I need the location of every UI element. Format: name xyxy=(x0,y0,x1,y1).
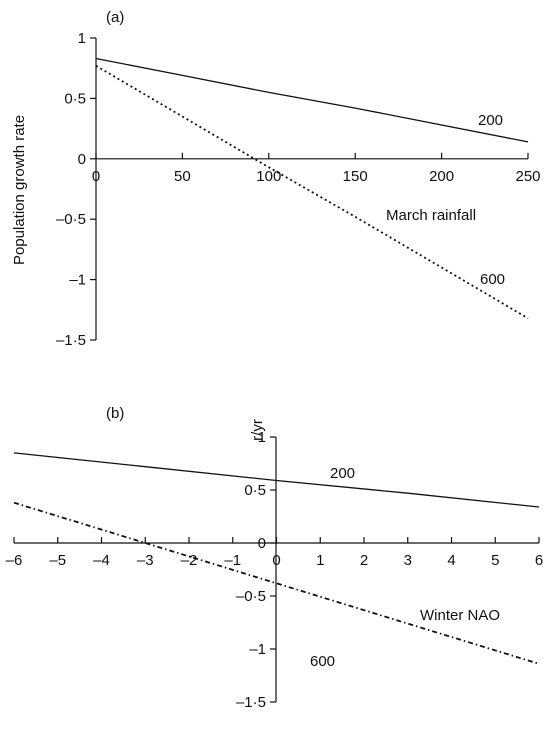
panel-a-y-tick-label: –1·5 xyxy=(56,332,86,349)
panel-b-series-600-label: 600 xyxy=(310,653,335,670)
panel-b-x-tick-label: –6 xyxy=(6,552,23,569)
panel-a-y-tick-label: –0·5 xyxy=(56,211,86,228)
panel-a-x-tick-label: 50 xyxy=(174,168,191,185)
panel-b-x-tick-label: –5 xyxy=(49,552,66,569)
panel-a-x-tick-label: 200 xyxy=(429,168,454,185)
panel-a-y-tick-label: –1 xyxy=(69,272,86,289)
panel-b-x-tick-label: 1 xyxy=(316,552,324,569)
panel-b: (b) r/yr Winter NAO 200 600 1 0·5 0 –0·5 –1 –… xyxy=(6,405,544,711)
panel-a-y-tick-label: 0 xyxy=(78,151,86,168)
panel-b-label: (b) xyxy=(106,405,124,422)
panel-a-x-tick-label: 0 xyxy=(92,168,100,185)
panel-a-series-600-label: 600 xyxy=(480,271,505,288)
panel-a-x-tick-label: 150 xyxy=(343,168,368,185)
panel-b-x-tick-label: –2 xyxy=(181,552,198,569)
panel-a-y-axis-title: Population growth rate xyxy=(11,115,28,265)
panel-a-x-tick-label: 250 xyxy=(515,168,540,185)
panel-b-y-tick-label: –1 xyxy=(249,641,266,658)
panel-b-x-tick-label: –3 xyxy=(137,552,154,569)
panel-a-y-tick-label: 0·5 xyxy=(64,90,86,107)
panel-b-x-tick-label: 4 xyxy=(447,552,455,569)
panel-b-y-tick-label: 1 xyxy=(258,429,266,446)
panel-a-series-600-line xyxy=(95,65,529,320)
panel-b-y-tick-label: –0·5 xyxy=(236,588,266,605)
panel-b-x-tick-label: 2 xyxy=(360,552,368,569)
panel-b-y-tick-label: 0·5 xyxy=(244,482,266,499)
panel-b-series-200-label: 200 xyxy=(330,465,355,482)
panel-a: (a) Population growth rate March rainfal… xyxy=(11,9,541,349)
panel-b-y-tick-label: –1·5 xyxy=(236,694,266,711)
panel-a-label: (a) xyxy=(106,9,124,26)
panel-a-series-200-label: 200 xyxy=(478,112,503,129)
panel-a-series-200-line xyxy=(95,57,529,143)
panel-b-x-axis-title: Winter NAO xyxy=(420,607,500,624)
panel-b-x-tick-label: 5 xyxy=(491,552,499,569)
panel-a-y-tick-label: 1 xyxy=(78,30,86,47)
panel-b-x-tick-label: 6 xyxy=(535,552,543,569)
panel-b-series-600-line xyxy=(13,501,540,665)
panel-b-x-tick-label: –1 xyxy=(224,552,241,569)
panel-b-y-tick-label: 0 xyxy=(258,535,266,552)
panel-a-x-axis-title: March rainfall xyxy=(386,207,476,224)
panel-b-x-tick-label: –4 xyxy=(93,552,110,569)
panel-a-x-tick-label: 100 xyxy=(256,168,281,185)
panel-b-series-200-line xyxy=(13,452,540,508)
panel-b-x-tick-label: 3 xyxy=(404,552,412,569)
panel-b-x-tick-label: 0 xyxy=(272,552,280,569)
panel-b-y-axis-title: r/yr xyxy=(249,419,266,441)
